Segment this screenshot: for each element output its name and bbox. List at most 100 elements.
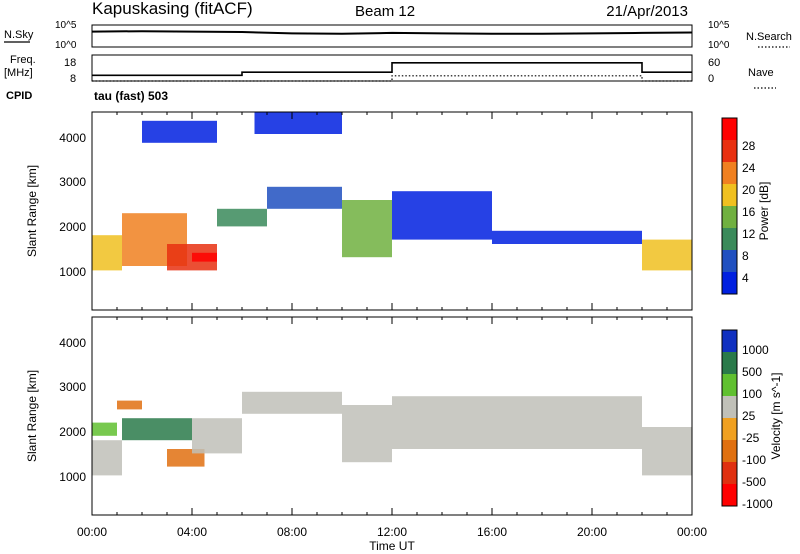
vel-region: [92, 422, 117, 436]
nave-series-line: [92, 75, 692, 82]
power-cb-tick-8: 8: [742, 249, 749, 263]
power-x-ticks: [91, 112, 693, 310]
vel-colorbar-swatch: [722, 396, 737, 418]
velocity-ytick-3000: 3000: [59, 380, 86, 394]
cpid-label: CPID: [6, 90, 32, 102]
velocity-cb-tick-25: 25: [742, 409, 756, 423]
freq-frame: [91, 54, 693, 82]
velocity-ylabel: Slant Range [km]: [25, 370, 39, 462]
time-tick-label: 12:00: [377, 525, 407, 539]
noise-panel: N.Sky 10^5 10^0 10^5 10^0 N.Search: [4, 20, 792, 51]
velocity-cb-tick-100: 100: [742, 387, 762, 401]
time-tick-label: 04:00: [177, 525, 207, 539]
velocity-cb-tick-neg100: -100: [742, 453, 766, 467]
vel-region: [92, 440, 122, 476]
velocity-ytick-1000: 1000: [59, 470, 86, 484]
station-title: Kapuskasing (fitACF): [92, 0, 253, 18]
power-ylabel: Slant Range [km]: [25, 165, 39, 257]
velocity-cb-tick-neg25: -25: [742, 431, 760, 445]
velocity-cb-tick-neg500: -500: [742, 475, 766, 489]
time-axis-labels: 00:00 04:00 08:00 12:00 16:00 20:00 00:00: [77, 525, 707, 539]
vel-colorbar-swatch: [722, 374, 737, 396]
time-tick-label: 00:00: [677, 525, 707, 539]
nave-label: Nave: [748, 67, 774, 79]
power-panel: 4000 3000 2000 1000 Slant Range [km] 28 …: [25, 111, 771, 311]
vel-colorbar-swatch: [722, 462, 737, 484]
noise-left-label: N.Sky: [4, 29, 34, 41]
freq-unit: [MHz]: [4, 67, 33, 79]
power-cb-tick-28: 28: [742, 139, 756, 153]
power-region: [142, 120, 217, 143]
power-colorbar-swatch: [722, 184, 737, 206]
freq-tick-top: 18: [64, 57, 76, 69]
freq-panel: Freq. [MHz] 18 8 60 0 Nave CPID tau (fas…: [4, 54, 776, 103]
noise-left-tick-bottom: 10^0: [55, 40, 77, 51]
power-colorbar-label: Power [dB]: [757, 182, 771, 241]
vel-colorbar-swatch: [722, 484, 737, 506]
velocity-cb-tick-neg1000: -1000: [742, 497, 773, 511]
power-cb-tick-16: 16: [742, 205, 756, 219]
vel-region: [342, 405, 392, 463]
power-region: [492, 230, 642, 244]
noise-right-label: N.Search: [746, 31, 792, 43]
velocity-ytick-2000: 2000: [59, 425, 86, 439]
power-colorbar-swatch: [722, 140, 737, 162]
power-ytick-4000: 4000: [59, 131, 86, 145]
power-cb-tick-20: 20: [742, 183, 756, 197]
power-region: [267, 186, 342, 209]
velocity-colorbar: [722, 330, 737, 506]
power-colorbar-swatch: [722, 206, 737, 228]
power-region: [92, 235, 122, 271]
cpid-value: tau (fast) 503: [94, 89, 168, 103]
noise-left-tick-top: 10^5: [55, 20, 77, 31]
power-region: [254, 112, 342, 134]
power-region: [342, 200, 392, 258]
vel-colorbar-swatch: [722, 352, 737, 374]
vel-colorbar-swatch: [722, 440, 737, 462]
vel-region: [122, 418, 192, 441]
freq-tick-bottom: 8: [70, 73, 76, 85]
noise-right-tick-bottom: 10^0: [708, 40, 730, 51]
freq-label: Freq.: [10, 54, 36, 66]
power-region: [392, 191, 492, 240]
power-cb-tick-24: 24: [742, 161, 756, 175]
power-colorbar-swatch: [722, 162, 737, 184]
time-tick-label: 16:00: [477, 525, 507, 539]
vel-region: [642, 427, 692, 476]
vel-region: [242, 391, 342, 414]
velocity-x-ticks: [91, 317, 693, 515]
velocity-cb-tick-1000: 1000: [742, 343, 769, 357]
power-colorbar-swatch: [722, 272, 737, 294]
power-cb-tick-12: 12: [742, 227, 756, 241]
vel-colorbar-swatch: [722, 418, 737, 440]
noise-frame: [91, 24, 693, 48]
velocity-colorbar-frame: [721, 329, 738, 507]
time-tick-label: 00:00: [77, 525, 107, 539]
power-colorbar-swatch: [722, 250, 737, 272]
vel-colorbar-swatch: [722, 330, 737, 352]
velocity-heatmap: [92, 391, 692, 476]
time-tick-label: 08:00: [277, 525, 307, 539]
vel-region: [192, 418, 242, 454]
noise-series-line: [91, 30, 693, 35]
velocity-cb-tick-500: 500: [742, 365, 762, 379]
power-ytick-2000: 2000: [59, 220, 86, 234]
power-colorbar-frame: [721, 117, 738, 295]
nave-tick-top: 60: [708, 57, 720, 69]
nave-tick-bottom: 0: [708, 73, 714, 85]
vel-region: [117, 400, 142, 410]
noise-right-tick-top: 10^5: [708, 20, 730, 31]
power-ytick-3000: 3000: [59, 175, 86, 189]
velocity-colorbar-label: Velocity [m s^-1]: [769, 373, 783, 460]
time-tick-label: 20:00: [577, 525, 607, 539]
power-region: [192, 252, 217, 262]
power-cb-tick-4: 4: [742, 271, 749, 285]
power-region: [217, 208, 267, 227]
power-heatmap: [92, 112, 692, 271]
power-colorbar-swatch: [722, 228, 737, 250]
vel-region: [392, 396, 642, 449]
beam-title: Beam 12: [355, 3, 415, 20]
power-colorbar: [722, 118, 737, 294]
freq-series-line: [92, 62, 692, 77]
